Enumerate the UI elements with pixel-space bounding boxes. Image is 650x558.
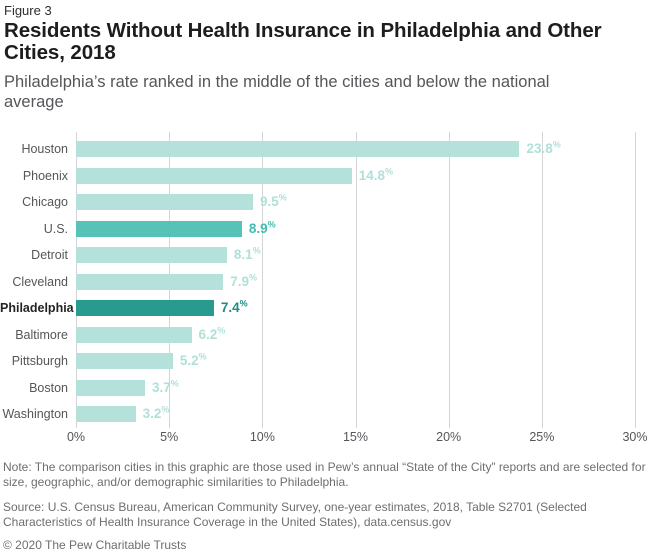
bar-track: 3.2% xyxy=(76,404,650,423)
bar-track: 14.8% xyxy=(76,166,650,184)
gridline xyxy=(262,132,264,428)
figure-page: Figure 3 Residents Without Health Insura… xyxy=(0,3,650,558)
plot-area: Houston 23.8% Phoenix 14.8% Chicago 9.5% U.S. 8… xyxy=(0,132,650,428)
chart-title-line: Cities, 2018 xyxy=(4,41,116,64)
category-label: Baltimore xyxy=(15,327,68,342)
category-label: Philadelphia xyxy=(0,301,74,316)
bar-row: Baltimore 6.2% xyxy=(0,322,650,349)
bar-chart: Houston 23.8% Phoenix 14.8% Chicago 9.5% U.S. 8… xyxy=(0,132,650,446)
x-axis-tick-label: 5% xyxy=(160,430,179,444)
bar xyxy=(76,220,242,237)
value-label: 3.2% xyxy=(142,404,170,422)
category-label: Detroit xyxy=(31,248,68,263)
chart-subtitle-line: Philadelphia’s rate ranked in the middle… xyxy=(4,73,550,91)
bar xyxy=(76,379,145,396)
value-label: 6.2% xyxy=(198,325,226,342)
value-label: 8.9% xyxy=(248,219,276,236)
gridline xyxy=(541,132,543,428)
bar-row: Philadelphia 7.4% xyxy=(0,295,650,322)
copyright-text: © 2020 The Pew Charitable Trusts xyxy=(3,538,187,552)
category-label: Houston xyxy=(21,142,68,157)
value-label: 3.7% xyxy=(151,378,179,395)
bar-track: 3.7% xyxy=(76,378,650,396)
value-label: 14.8% xyxy=(358,166,394,183)
x-axis-tick-label: 15% xyxy=(342,430,369,444)
value-label: 8.1% xyxy=(233,245,261,263)
chart-title-line: Residents Without Health Insurance in Ph… xyxy=(4,19,602,42)
bar-track: 8.1% xyxy=(76,245,650,264)
value-label: 23.8% xyxy=(526,139,561,157)
bar-row: Phoenix 14.8% xyxy=(0,163,650,190)
bar-row: Boston 3.7% xyxy=(0,375,650,402)
category-label: Cleveland xyxy=(12,274,68,289)
bar xyxy=(76,273,224,290)
note-text: Note: The comparison cities in this grap… xyxy=(3,460,646,489)
bar-row: Houston 23.8% xyxy=(0,136,650,163)
bar-track: 23.8% xyxy=(76,139,650,158)
x-axis-tick-label: 0% xyxy=(66,430,86,444)
chart-title: Residents Without Health Insurance in Ph… xyxy=(4,20,650,64)
bar-row: Pittsburgh 5.2% xyxy=(0,348,650,375)
gridline xyxy=(448,132,450,428)
x-axis: 0% 5% 10% 15% 20% 25% 30% xyxy=(0,428,650,446)
gridline xyxy=(355,132,357,428)
gridline xyxy=(635,132,636,428)
bar-track: 7.9% xyxy=(76,272,650,290)
bar xyxy=(76,326,192,343)
category-label: U.S. xyxy=(43,221,68,236)
value-label: 5.2% xyxy=(179,351,207,369)
bar xyxy=(76,194,254,211)
bar xyxy=(76,167,352,184)
category-label: Chicago xyxy=(22,195,68,210)
bar xyxy=(76,247,227,264)
figure-number-label: Figure 3 xyxy=(4,3,52,18)
value-label: 7.4% xyxy=(220,298,248,316)
category-label: Washington xyxy=(2,407,68,422)
source-text: Source: U.S. Census Bureau, American Com… xyxy=(3,500,587,529)
bar xyxy=(76,141,520,158)
bar-rows: Houston 23.8% Phoenix 14.8% Chicago 9.5% U.S. 8… xyxy=(0,136,650,428)
x-axis-tick-label: 20% xyxy=(436,430,462,444)
bar-track: 7.4% xyxy=(76,298,650,317)
bar-row: Chicago 9.5% xyxy=(0,189,650,216)
value-label: 9.5% xyxy=(260,192,287,210)
bar xyxy=(76,300,214,317)
bar-track: 9.5% xyxy=(76,192,650,211)
x-axis-tick-label: 10% xyxy=(249,430,275,444)
bar-row: U.S. 8.9% xyxy=(0,216,650,243)
bar-track: 6.2% xyxy=(76,325,650,343)
bar-track: 8.9% xyxy=(76,219,650,237)
bar-row: Cleveland 7.9% xyxy=(0,269,650,296)
x-axis-tick-label: 25% xyxy=(529,430,555,444)
value-label: 7.9% xyxy=(230,272,257,289)
bar-track: 5.2% xyxy=(76,351,650,370)
bar xyxy=(76,406,136,423)
chart-subtitle-line: average xyxy=(4,93,64,111)
category-label: Phoenix xyxy=(22,168,68,183)
bar xyxy=(76,353,173,370)
category-label: Boston xyxy=(29,380,68,395)
category-label: Pittsburgh xyxy=(11,354,68,369)
x-axis-tick-label: 30% xyxy=(622,430,648,444)
chart-subtitle: Philadelphia’s rate ranked in the middle… xyxy=(4,72,650,112)
footer: Note: The comparison cities in this grap… xyxy=(3,460,649,553)
bar-row: Washington 3.2% xyxy=(0,401,650,428)
bar-row: Detroit 8.1% xyxy=(0,242,650,269)
